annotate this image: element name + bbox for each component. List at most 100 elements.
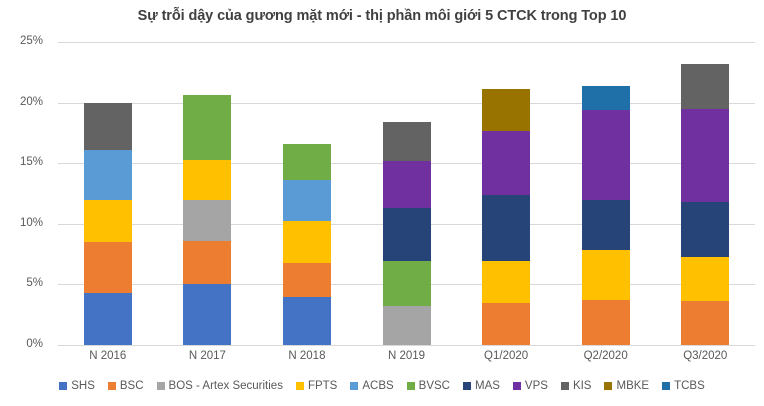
legend-swatch-icon (350, 382, 359, 390)
legend-label: MAS (475, 380, 500, 392)
bar-stack[interactable] (581, 85, 630, 345)
bar-segment[interactable] (183, 240, 232, 285)
bar-group: Q3/2020 (655, 42, 755, 362)
y-axis-tick-label: 20% (19, 95, 43, 108)
bar-segment[interactable] (482, 130, 531, 195)
legend-label: MBKE (616, 380, 650, 392)
y-axis-tick-label: 10% (19, 216, 43, 229)
bar-segment[interactable] (183, 159, 232, 200)
legend-label: FPTS (307, 380, 338, 392)
bar-segment[interactable] (83, 292, 132, 345)
bar-segment[interactable] (681, 301, 730, 345)
legend-label: BOS - Artex Securities (168, 380, 283, 392)
legend-swatch-icon (604, 382, 613, 390)
legend-item[interactable]: KIS (560, 380, 592, 392)
bar-segment[interactable] (382, 122, 431, 161)
legend-swatch-icon (512, 382, 521, 390)
bar-group: Q1/2020 (456, 42, 556, 362)
legend-swatch-icon (295, 382, 304, 390)
bar-segment[interactable] (482, 302, 531, 345)
legend-label: TCBS (674, 380, 705, 392)
legend-item[interactable]: ACBS (350, 380, 394, 392)
bar-segment[interactable] (482, 261, 531, 303)
legend-item[interactable]: BOS - Artex Securities (156, 380, 283, 392)
x-axis-category-label: Q1/2020 (484, 350, 529, 362)
bar-segment[interactable] (183, 199, 232, 241)
x-axis-category-label: N 2018 (288, 350, 326, 362)
bar-segment[interactable] (83, 242, 132, 293)
bar-segment[interactable] (183, 284, 232, 345)
bar-groups: N 2016 N 2017 N 2018 N 2019 Q1/2020 Q2/2020 Q3… (58, 42, 755, 362)
bar-segment[interactable] (282, 262, 331, 297)
gridline (58, 42, 755, 43)
legend-label: BVSC (418, 380, 450, 392)
legend-swatch-icon (59, 382, 68, 390)
bar-segment[interactable] (681, 202, 730, 257)
bar-stack[interactable] (382, 122, 431, 345)
bar-stack[interactable] (83, 102, 132, 345)
y-axis-tick-label: 25% (19, 35, 43, 47)
bar-group: N 2019 (357, 42, 457, 362)
legend-swatch-icon (107, 382, 116, 390)
legend-item[interactable]: MBKE (604, 380, 649, 392)
plot-area: 0% 5% 10% 15% 20% 25% N 2016 N 2017 N 2018 N 201… (20, 35, 755, 362)
bar-segment[interactable] (581, 199, 630, 251)
legend-item[interactable]: BSC (107, 380, 144, 392)
y-axis-tick-label: 0% (26, 338, 43, 350)
legend-swatch-icon (463, 382, 471, 390)
x-axis-category-label: N 2016 (89, 350, 127, 362)
bar-segment[interactable] (581, 250, 630, 301)
x-axis-category-label: Q2/2020 (583, 350, 628, 362)
x-axis-category-label: Q3/2020 (683, 350, 728, 362)
bar-segment[interactable] (282, 221, 331, 263)
legend-label: BSC (119, 380, 144, 392)
chart-title: Sự trỗi dậy của gương mặt mới - thị phần… (137, 8, 627, 24)
bar-segment[interactable] (681, 63, 730, 109)
legend-item[interactable]: BVSC (406, 380, 450, 392)
bar-stack[interactable] (681, 63, 730, 345)
chart-legend: SHS BSC BOS - Artex Securities FPTS ACBS BVSC… (0, 380, 764, 392)
bar-segment[interactable] (83, 149, 132, 200)
legend-label: ACBS (362, 380, 394, 392)
y-axis-tick-label: 5% (26, 277, 43, 290)
bar-segment[interactable] (382, 306, 431, 345)
bar-segment[interactable] (183, 95, 232, 160)
bar-segment[interactable] (282, 180, 331, 222)
gridline (58, 102, 755, 104)
gridline (58, 345, 755, 346)
bar-segment[interactable] (282, 296, 331, 345)
legend-item[interactable]: MAS (463, 380, 500, 392)
bar-group: N 2016 (58, 42, 158, 362)
bar-segment[interactable] (382, 208, 431, 262)
bar-segment[interactable] (83, 199, 132, 242)
bar-segment[interactable] (282, 143, 331, 181)
bar-segment[interactable] (681, 256, 730, 302)
bar-stack[interactable] (282, 143, 331, 345)
bar-segment[interactable] (482, 194, 531, 262)
legend-item[interactable]: VPS (512, 380, 548, 392)
legend-item[interactable]: TCBS (662, 380, 705, 392)
bar-segment[interactable] (482, 89, 531, 131)
bar-segment[interactable] (83, 102, 132, 150)
bar-segment[interactable] (382, 261, 431, 307)
bar-segment[interactable] (581, 109, 630, 200)
legend-label: SHS (71, 380, 95, 392)
bar-stack[interactable] (482, 89, 531, 345)
legend-item[interactable]: FPTS (295, 380, 338, 392)
legend-label: VPS (524, 380, 548, 392)
x-axis-category-label: N 2019 (387, 350, 426, 362)
legend-swatch-icon (406, 382, 415, 390)
legend-swatch-icon (560, 382, 569, 390)
bar-stack[interactable] (183, 95, 232, 345)
bar-segment[interactable] (681, 108, 730, 202)
legend-label: KIS (572, 380, 592, 392)
bar-group: Q2/2020 (556, 42, 656, 362)
legend-item[interactable]: SHS (59, 380, 95, 392)
bar-segment[interactable] (382, 160, 431, 209)
x-axis-category-label: N 2017 (188, 350, 226, 362)
bar-segment[interactable] (581, 300, 630, 345)
bar-segment[interactable] (581, 85, 630, 110)
bar-group: N 2017 (158, 42, 258, 362)
y-axis-tick-label: 15% (19, 156, 43, 169)
